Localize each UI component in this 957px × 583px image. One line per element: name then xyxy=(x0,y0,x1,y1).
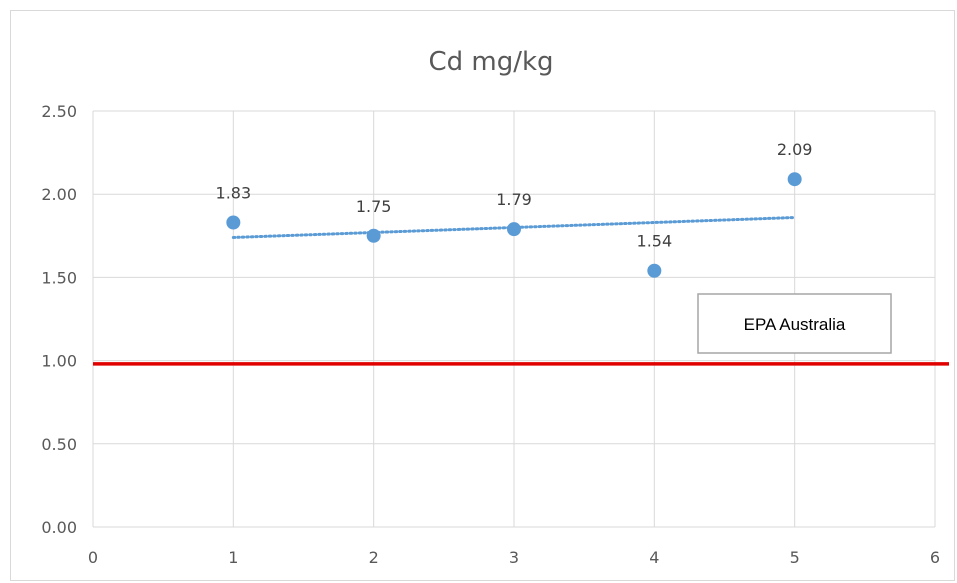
data-point xyxy=(367,229,381,243)
x-tick-label: 6 xyxy=(930,548,940,567)
annotation-text: EPA Australia xyxy=(744,315,846,334)
data-label: 1.75 xyxy=(356,197,392,216)
x-tick-label: 0 xyxy=(88,548,98,567)
chart-title: Cd mg/kg xyxy=(428,47,553,77)
data-point xyxy=(226,215,240,229)
x-tick-label: 2 xyxy=(369,548,379,567)
annotation-group: EPA Australia xyxy=(698,294,891,353)
x-tick-label: 5 xyxy=(790,548,800,567)
data-point xyxy=(788,172,802,186)
y-tick-label: 0.50 xyxy=(41,435,77,454)
data-label: 2.09 xyxy=(777,140,813,159)
x-tick-label: 1 xyxy=(228,548,238,567)
data-label: 1.79 xyxy=(496,190,532,209)
data-label: 1.54 xyxy=(637,232,673,251)
data-point xyxy=(507,222,521,236)
x-tick-label: 4 xyxy=(649,548,659,567)
y-tick-label: 2.00 xyxy=(41,185,77,204)
data-label: 1.83 xyxy=(216,183,252,202)
y-tick-label: 0.00 xyxy=(41,518,77,537)
x-tick-label: 3 xyxy=(509,548,519,567)
y-tick-label: 1.00 xyxy=(41,352,77,371)
y-tick-label: 1.50 xyxy=(41,268,77,287)
y-tick-label: 2.50 xyxy=(41,102,77,121)
data-point xyxy=(647,264,661,278)
